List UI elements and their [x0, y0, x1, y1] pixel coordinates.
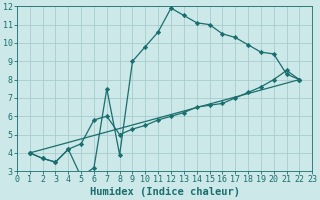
X-axis label: Humidex (Indice chaleur): Humidex (Indice chaleur): [90, 187, 240, 197]
